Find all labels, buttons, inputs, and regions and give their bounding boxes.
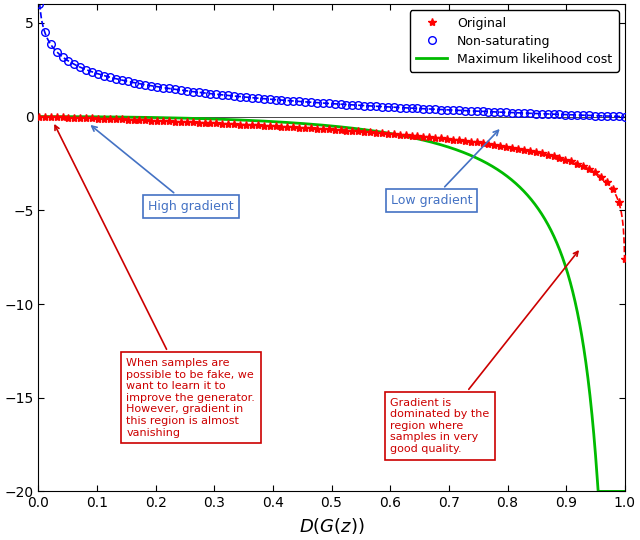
Text: When samples are
possible to be fake, we
want to learn it to
improve the generat: When samples are possible to be fake, we… bbox=[55, 125, 255, 437]
Original bbox=[171, 118, 179, 125]
Non-saturating bbox=[384, 104, 392, 110]
Maximum likelihood cost bbox=[604, 488, 611, 495]
Non-saturating bbox=[35, 1, 43, 8]
Non-saturating bbox=[147, 83, 155, 89]
Line: Maximum likelihood cost: Maximum likelihood cost bbox=[39, 117, 625, 491]
Original bbox=[591, 169, 599, 176]
Maximum likelihood cost bbox=[621, 488, 628, 495]
Text: Gradient is
dominated by the
region where
samples in very
good quality.: Gradient is dominated by the region wher… bbox=[390, 252, 578, 454]
Original bbox=[35, 113, 43, 120]
Maximum likelihood cost bbox=[320, 122, 328, 129]
Non-saturating bbox=[591, 112, 599, 119]
Non-saturating bbox=[171, 86, 179, 92]
X-axis label: $D(G(z))$: $D(G(z))$ bbox=[299, 516, 364, 536]
Text: Low gradient: Low gradient bbox=[390, 130, 499, 207]
Maximum likelihood cost bbox=[35, 113, 43, 120]
Maximum likelihood cost bbox=[496, 168, 504, 174]
Original bbox=[384, 130, 392, 137]
Text: High gradient: High gradient bbox=[92, 126, 234, 213]
Maximum likelihood cost bbox=[304, 121, 312, 127]
Original bbox=[621, 256, 628, 262]
Non-saturating bbox=[621, 113, 628, 120]
Maximum likelihood cost bbox=[595, 488, 602, 495]
Non-saturating bbox=[573, 112, 581, 118]
Line: Non-saturating: Non-saturating bbox=[35, 1, 628, 120]
Non-saturating bbox=[337, 101, 344, 107]
Original bbox=[337, 127, 344, 133]
Legend: Original, Non-saturating, Maximum likelihood cost: Original, Non-saturating, Maximum likeli… bbox=[410, 10, 619, 72]
Maximum likelihood cost bbox=[65, 113, 72, 120]
Maximum likelihood cost bbox=[604, 488, 612, 495]
Original bbox=[147, 117, 155, 124]
Line: Original: Original bbox=[35, 112, 628, 263]
Original bbox=[573, 160, 581, 167]
